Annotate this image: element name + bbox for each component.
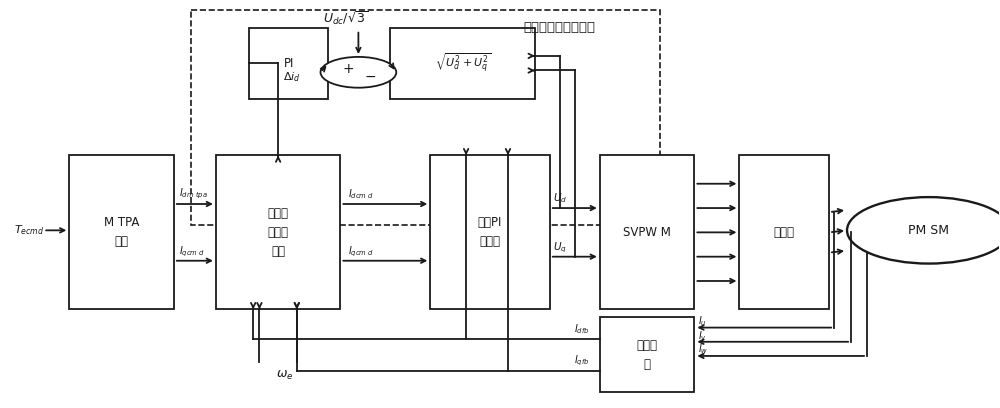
Text: $U_d$: $U_d$ <box>553 191 567 205</box>
Bar <box>69 155 174 309</box>
Text: $I_{qfb}$: $I_{qfb}$ <box>574 354 590 368</box>
Text: 逆变器: 逆变器 <box>774 226 795 239</box>
Text: $\Delta i_d$: $\Delta i_d$ <box>283 71 301 84</box>
Text: M TPA
查表: M TPA 查表 <box>104 216 139 248</box>
Text: $\omega_e$: $\omega_e$ <box>276 369 293 382</box>
Text: $I_v$: $I_v$ <box>698 329 707 343</box>
Text: $I_{qcm\ d}$: $I_{qcm\ d}$ <box>179 245 205 259</box>
Text: 快速弱
磁控制
方法: 快速弱 磁控制 方法 <box>268 207 289 258</box>
Text: $I_{dm\ tpa}$: $I_{dm\ tpa}$ <box>179 187 208 201</box>
Text: $U_q$: $U_q$ <box>553 241 567 255</box>
Bar <box>191 10 660 225</box>
Text: +: + <box>343 62 354 76</box>
Circle shape <box>847 197 1000 264</box>
Text: 电压负反馈弱磁方法: 电压负反馈弱磁方法 <box>524 21 596 34</box>
Bar <box>600 155 694 309</box>
Text: −: − <box>365 69 376 83</box>
Bar <box>430 155 550 309</box>
Text: PI: PI <box>283 57 294 70</box>
Text: PM SM: PM SM <box>908 224 949 237</box>
Bar <box>249 28 328 99</box>
Text: SVPW M: SVPW M <box>623 226 671 239</box>
Text: $I_w$: $I_w$ <box>698 342 709 356</box>
Text: $I_{dfb}$: $I_{dfb}$ <box>574 322 590 335</box>
Bar <box>739 155 829 309</box>
Text: $\sqrt{U_d^2+U_q^2}$: $\sqrt{U_d^2+U_q^2}$ <box>435 51 491 75</box>
Text: $I_u$: $I_u$ <box>698 314 707 328</box>
Bar <box>600 317 694 392</box>
Text: $I_{qcm\ d}$: $I_{qcm\ d}$ <box>348 245 375 259</box>
Text: $T_{ecmd}$: $T_{ecmd}$ <box>14 224 45 237</box>
Text: $I_{dcm\ d}$: $I_{dcm\ d}$ <box>348 187 375 201</box>
Bar <box>390 28 535 99</box>
Text: $U_{dc}/\sqrt{3}$: $U_{dc}/\sqrt{3}$ <box>323 9 368 27</box>
Circle shape <box>320 57 396 88</box>
Bar <box>216 155 340 309</box>
Text: 坐标变
换: 坐标变 换 <box>637 339 658 371</box>
Text: 电流PI
调节器: 电流PI 调节器 <box>478 216 502 248</box>
